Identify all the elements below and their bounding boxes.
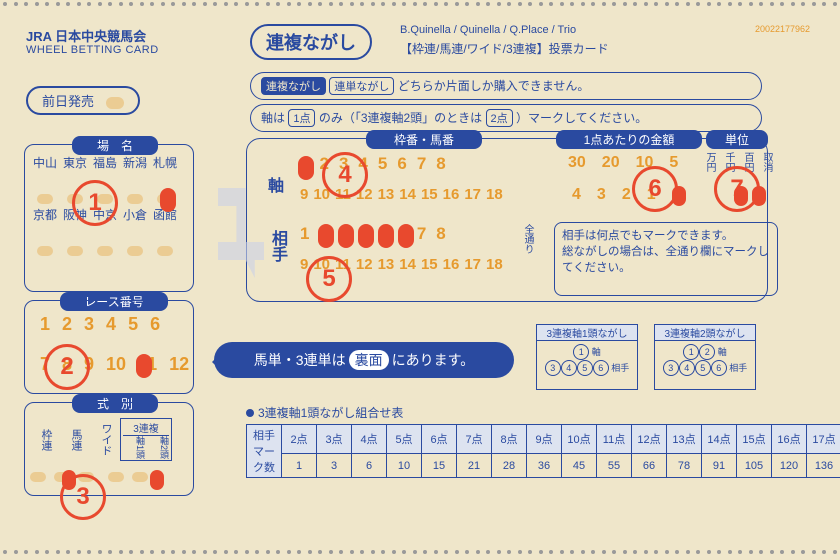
combo-table: 相手マーク数 2点3点4点5点 6点7点8点9点 10点11点12点13点 14… [246, 424, 840, 478]
annotation-2: 2 [44, 344, 90, 390]
annotation-3: 3 [60, 474, 106, 520]
mark-aite-1 [318, 224, 334, 248]
annotation-4: 4 [322, 152, 368, 198]
mark-aite-4 [378, 224, 394, 248]
combo-title: 3連複軸1頭ながし組合せ表 [246, 404, 403, 421]
annotation-5: 5 [306, 256, 352, 302]
annotation-7: 7 [714, 166, 760, 212]
axis-label: 軸 [268, 172, 284, 196]
speech-bubble: 馬単・3連単は 裏面 にあります。 [214, 342, 514, 378]
zentoori-label: 全通り [520, 224, 535, 254]
aite-label: 相手 [268, 230, 286, 262]
betting-card: JRA 日本中央競馬会 WHEEL BETTING CARD 連複ながし B.Q… [0, 0, 840, 560]
header-wakuban: 枠番・馬番 [366, 130, 482, 149]
annotation-1: 1 [72, 180, 118, 226]
perforation-bottom [0, 550, 840, 558]
diagram-2: 3連複軸2頭ながし 12 軸 3456 相手 [654, 324, 756, 390]
jra-subtitle: WHEEL BETTING CARD [26, 44, 159, 56]
note1-text: どちらか片面しか購入できません。 [398, 79, 590, 93]
card-subtitle-jp: 【枠連/馬連/ワイド/3連複】投票カード [400, 40, 609, 57]
card-subtitle-en: B.Quinella / Quinella / Q.Place / Trio [400, 24, 576, 36]
diagram-1: 3連複軸1頭ながし 1 軸 3456 相手 [536, 324, 638, 390]
mark-axis [298, 156, 314, 180]
presale-mark[interactable] [106, 97, 124, 109]
presale-box: 前日発売 [26, 86, 140, 115]
mark-aite-5 [398, 224, 414, 248]
instruction-1: 連複ながし 連単ながし どちらか片面しか購入できません。 [250, 72, 762, 100]
mark-aite-2 [338, 224, 354, 248]
aite-note: 相手は何点でもマークできます。 総ながしの場合は、全通り欄にマークしてください。 [554, 222, 778, 296]
type-columns: 枠連 馬連 ワイド 3連複 軸1頭 軸2頭 [30, 418, 172, 461]
instruction-2: 軸は 1点 のみ（「3連複軸2頭」のときは 2点 ）マークしてください。 [250, 104, 762, 132]
urameen-pill: 裏面 [349, 350, 389, 370]
annotation-6: 6 [632, 166, 678, 212]
mark-type-2 [150, 470, 164, 490]
mark-race [136, 354, 152, 378]
pill-rentan: 連単ながし [329, 77, 394, 95]
header-amount: 1点あたりの金額 [556, 130, 702, 149]
mark-aite-3 [358, 224, 374, 248]
mark-venue [160, 188, 176, 212]
header-unit: 単位 [706, 130, 768, 149]
card-code: 20022177962 [755, 24, 810, 34]
pill-renfuku: 連複ながし [261, 77, 326, 95]
race-row1: 1 2 3 4 5 6 [40, 314, 160, 335]
card-title: 連複ながし [250, 24, 372, 60]
jra-title: JRA 日本中央競馬会 [26, 26, 146, 45]
perforation-top [0, 2, 840, 10]
